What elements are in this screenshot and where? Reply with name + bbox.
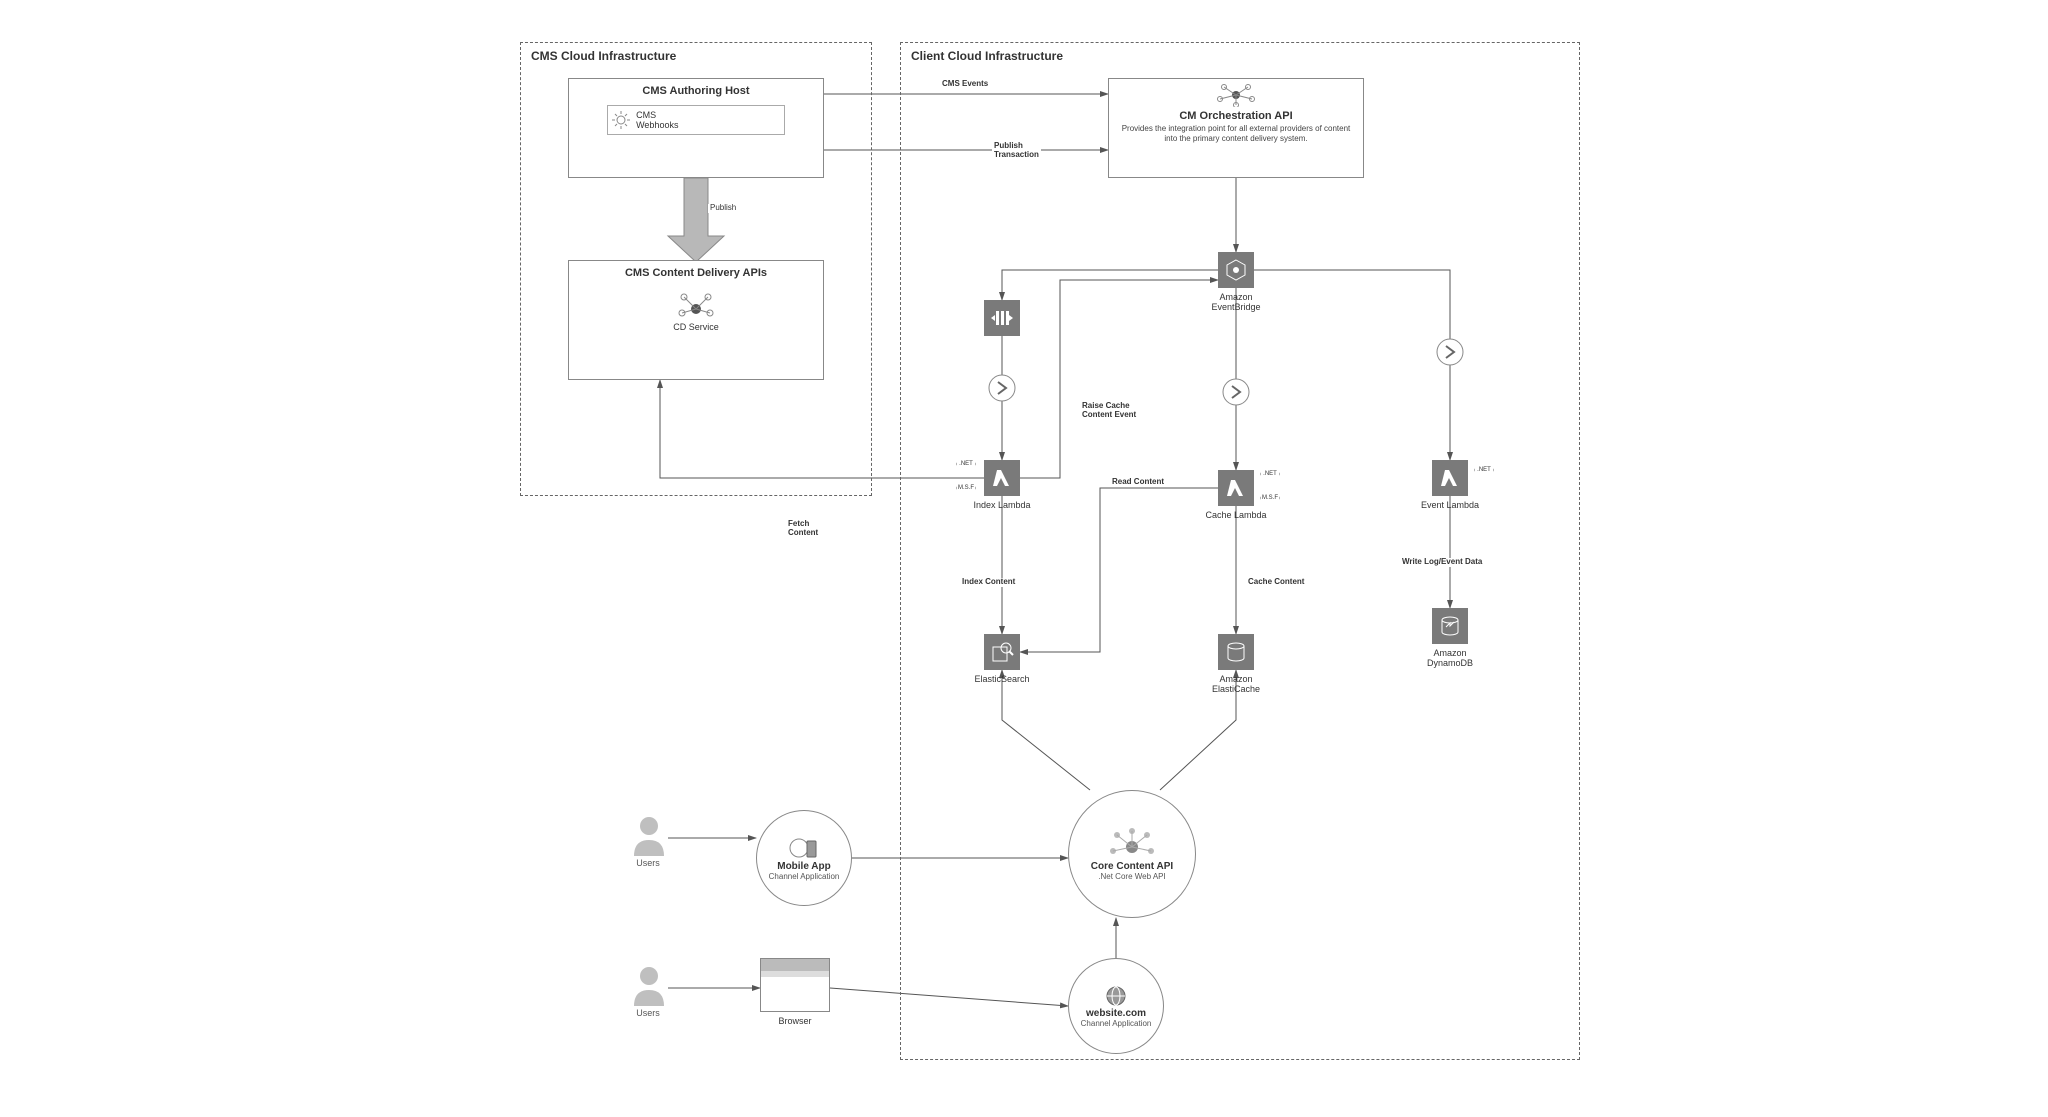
cms-webhooks-box: CMS Webhooks (607, 105, 785, 135)
gear-icon (612, 111, 630, 129)
cms-authoring-title: CMS Authoring Host (569, 79, 823, 99)
browser-label: Browser (755, 1016, 835, 1026)
browser-icon (760, 958, 830, 1012)
cms-delivery-title: CMS Content Delivery APIs (569, 261, 823, 281)
elasticache-label: Amazon ElastiCache (1196, 674, 1276, 694)
cd-service-label: CD Service (569, 322, 823, 332)
dynamodb-label: Amazon DynamoDB (1410, 648, 1490, 668)
cache-lambda-label: Cache Lambda (1196, 510, 1276, 520)
mobile-app-icon (789, 835, 819, 861)
user-label-2: Users (628, 1008, 668, 1018)
dynamodb-icon (1432, 608, 1468, 644)
event-lambda-label: Event Lambda (1410, 500, 1490, 510)
sqs-icon (984, 300, 1020, 336)
label-cache-content: Cache Content (1246, 578, 1306, 587)
node-cms-authoring: CMS Authoring Host CMS Webhooks (568, 78, 824, 178)
website-sub: Channel Application (1081, 1019, 1152, 1028)
mobile-app-title: Mobile App (777, 861, 831, 872)
group-client-label: Client Cloud Infrastructure (911, 49, 1063, 63)
orchestration-icon (1216, 83, 1256, 107)
cm-orch-desc: Provides the integration point for all e… (1109, 124, 1363, 149)
diagram-canvas: CMS Cloud Infrastructure Client Cloud In… (0, 0, 2048, 1117)
core-api-title: Core Content API (1091, 861, 1173, 872)
label-fetch-content: Fetch Content (786, 520, 820, 538)
cm-orch-title: CM Orchestration API (1109, 110, 1363, 124)
user-label-1: Users (628, 858, 668, 868)
group-cms-label: CMS Cloud Infrastructure (531, 49, 676, 63)
label-index-content: Index Content (960, 578, 1017, 587)
eventbridge-icon (1218, 252, 1254, 288)
label-cms-events: CMS Events (940, 80, 990, 89)
node-website: website.com Channel Application (1068, 958, 1164, 1054)
user-icon-1 (630, 814, 668, 856)
elasticsearch-icon (984, 634, 1020, 670)
label-publish: Publish (708, 204, 738, 213)
index-lambda-icon (984, 460, 1020, 496)
index-lambda-label: Index Lambda (962, 500, 1042, 510)
node-mobile-app: Mobile App Channel Application (756, 810, 852, 906)
user-icon-2 (630, 964, 668, 1006)
website-title: website.com (1086, 1008, 1146, 1019)
mobile-app-sub: Channel Application (769, 872, 840, 881)
node-core-api: Core Content API .Net Core Web API (1068, 790, 1196, 918)
elasticache-icon (1218, 634, 1254, 670)
core-api-icon (1107, 827, 1157, 861)
node-cms-delivery: CMS Content Delivery APIs CD Service (568, 260, 824, 380)
core-api-sub: .Net Core Web API (1098, 872, 1165, 881)
elasticsearch-label: ElasticSearch (962, 674, 1042, 684)
cache-lambda-icon (1218, 470, 1254, 506)
label-read-content: Read Content (1110, 478, 1166, 487)
label-publish-txn: Publish Transaction (992, 142, 1041, 160)
group-client: Client Cloud Infrastructure (900, 42, 1580, 1060)
label-write-log: Write Log/Event Data (1400, 558, 1484, 567)
globe-icon (1104, 984, 1128, 1008)
label-raise-cache: Raise Cache Content Event (1080, 402, 1138, 420)
node-cm-orchestration: CM Orchestration API Provides the integr… (1108, 78, 1364, 178)
event-lambda-icon (1432, 460, 1468, 496)
eventbridge-label: Amazon EventBridge (1196, 292, 1276, 312)
cms-webhooks-label: CMS Webhooks (636, 110, 678, 130)
cd-service-icon (676, 291, 716, 319)
